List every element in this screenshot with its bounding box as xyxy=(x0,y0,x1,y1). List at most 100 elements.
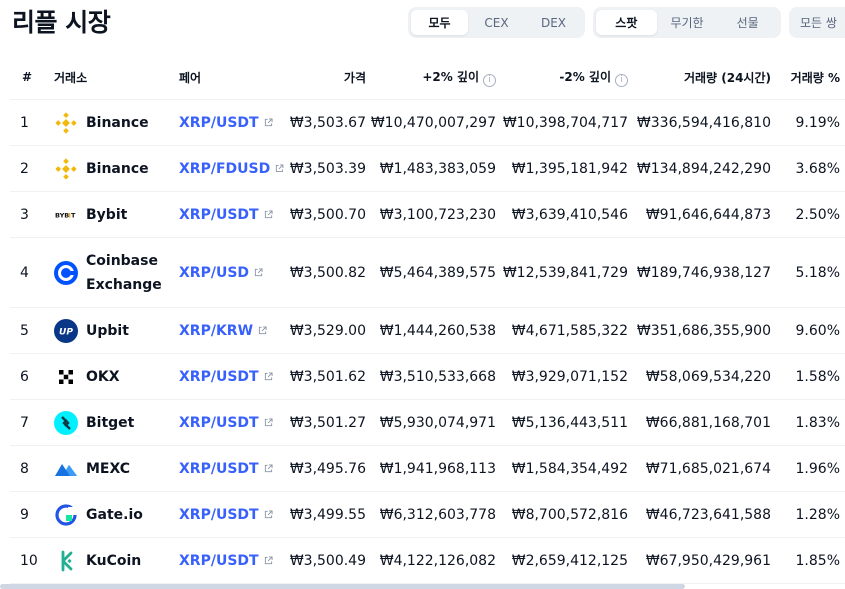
header-volume-pct[interactable]: 거래량 % xyxy=(790,70,840,85)
header-rank[interactable]: # xyxy=(22,70,33,84)
horizontal-scrollbar[interactable] xyxy=(0,584,685,589)
external-link-icon[interactable] xyxy=(264,418,273,427)
row-volume: ₩91,646,644,873 xyxy=(645,206,771,223)
external-link-icon[interactable] xyxy=(264,210,273,219)
row-exchange[interactable]: Gate.io xyxy=(50,503,178,527)
row-depth-minus: ₩1,584,354,492 xyxy=(511,460,628,477)
row-volume: ₩336,594,416,810 xyxy=(636,114,771,131)
row-rank: 1 xyxy=(20,114,29,131)
row-exchange[interactable]: Binance xyxy=(50,111,178,135)
row-exchange[interactable]: BYB I T Bybit xyxy=(50,203,178,227)
table-row[interactable]: 9 Gate.io XRP/USDT ₩3,499.55 ₩6,312,603,778 ₩… xyxy=(10,492,845,538)
pair-link[interactable]: XRP/FDUSD xyxy=(179,160,271,177)
row-depth-minus: ₩3,639,410,546 xyxy=(511,206,628,223)
coinbase-logo-icon xyxy=(54,260,78,285)
exchange-name[interactable]: Bitget xyxy=(86,414,135,431)
exchange-name[interactable]: Binance xyxy=(86,114,149,131)
row-exchange[interactable]: Binance xyxy=(50,157,178,181)
pair-link[interactable]: XRP/USDT xyxy=(179,206,259,223)
filter-all[interactable]: 모두 xyxy=(411,10,468,35)
external-link-icon[interactable] xyxy=(254,268,263,277)
row-volume-pct: 1.58% xyxy=(795,368,840,385)
info-icon[interactable]: i xyxy=(615,73,628,87)
exchange-name[interactable]: Bybit xyxy=(86,206,128,223)
filter-perpetual[interactable]: 무기한 xyxy=(670,16,704,30)
header-price[interactable]: 가격 xyxy=(343,70,366,85)
filter-dex[interactable]: DEX xyxy=(540,15,567,30)
row-price: ₩3,495.76 xyxy=(289,460,366,477)
header-depth-minus[interactable]: -2% 깊이 i xyxy=(496,68,628,87)
row-pair[interactable]: XRP/USDT xyxy=(178,207,284,223)
row-pair[interactable]: XRP/USDT xyxy=(178,369,284,385)
row-pair[interactable]: XRP/USDT xyxy=(178,115,284,131)
row-pair[interactable]: XRP/FDUSD xyxy=(178,161,284,177)
external-link-icon[interactable] xyxy=(264,556,273,565)
exchange-name[interactable]: Binance xyxy=(86,160,149,177)
row-volume: ₩58,069,534,220 xyxy=(645,368,771,385)
row-pair[interactable]: XRP/USDT xyxy=(178,507,284,523)
row-exchange[interactable]: Coinbase Exchange xyxy=(50,249,178,297)
row-exchange[interactable]: Bitget xyxy=(50,410,178,435)
table-row[interactable]: 3 BYB I T Bybit XRP/USDT ₩3,500.70 ₩3,100,723,2… xyxy=(10,192,845,238)
exchange-name[interactable]: Upbit xyxy=(86,322,129,339)
filter-all-pairs[interactable]: 모든 쌍 xyxy=(800,16,837,30)
exchange-name[interactable]: OKX xyxy=(86,368,120,385)
row-depth-minus: ₩4,671,585,322 xyxy=(511,322,628,339)
kucoin-logo-icon xyxy=(54,549,78,573)
header-pair[interactable]: 페어 xyxy=(179,70,202,85)
row-pair[interactable]: XRP/USD xyxy=(178,265,284,281)
table-row[interactable]: 4 Coinbase Exchange XRP/USD ₩3,500.82 ₩5,464… xyxy=(10,238,845,308)
filter-cex[interactable]: CEX xyxy=(484,15,509,30)
table-row[interactable]: 1 Binance XRP/USDT ₩3,503.67 ₩10,470,007,297… xyxy=(10,100,845,146)
exchange-name[interactable]: MEXC xyxy=(86,460,131,477)
external-link-icon[interactable] xyxy=(264,510,273,519)
external-link-icon[interactable] xyxy=(264,372,273,381)
header-depth-plus[interactable]: +2% 깊이 i xyxy=(366,68,496,87)
row-volume-pct: 1.28% xyxy=(795,506,840,523)
row-pair[interactable]: XRP/USDT xyxy=(178,461,284,477)
table-row[interactable]: 10 KuCoin XRP/USDT ₩3,500.49 ₩4,122,126,082 ₩… xyxy=(10,538,845,584)
row-volume-pct: 3.68% xyxy=(795,160,840,177)
pair-link[interactable]: XRP/USDT xyxy=(179,114,259,131)
row-exchange[interactable]: UP Upbit xyxy=(50,318,178,343)
filter-spot[interactable]: 스팟 xyxy=(596,10,657,35)
row-pair[interactable]: XRP/USDT xyxy=(178,553,284,569)
row-rank: 5 xyxy=(20,322,29,339)
row-rank: 8 xyxy=(20,460,29,477)
filter-futures[interactable]: 선물 xyxy=(736,16,759,30)
gateio-logo-icon xyxy=(54,503,78,527)
pair-link[interactable]: XRP/USDT xyxy=(179,506,259,523)
info-icon[interactable]: i xyxy=(483,73,496,87)
pair-link[interactable]: XRP/USDT xyxy=(179,460,259,477)
pair-link[interactable]: XRP/USDT xyxy=(179,552,259,569)
external-link-icon[interactable] xyxy=(264,118,273,127)
external-link-icon[interactable] xyxy=(275,164,284,173)
external-link-icon[interactable] xyxy=(264,464,273,473)
row-exchange[interactable]: OKX xyxy=(50,365,178,389)
row-pair[interactable]: XRP/USDT xyxy=(178,415,284,431)
external-link-icon[interactable] xyxy=(258,326,267,335)
pair-link[interactable]: XRP/USDT xyxy=(179,368,259,385)
header-volume[interactable]: 거래량 (24시간) xyxy=(683,70,771,85)
table-row[interactable]: 7 Bitget XRP/USDT ₩3,501.27 ₩5,930,074,971 ₩5… xyxy=(10,400,845,446)
row-depth-plus: ₩4,122,126,082 xyxy=(379,552,496,569)
table-row[interactable]: 6 OKX XRP/USDT ₩3,501.62 ₩3,510,533,668 ₩3,92… xyxy=(10,354,845,400)
exchange-name[interactable]: Coinbase Exchange xyxy=(86,252,162,293)
table-row[interactable]: 2 Binance XRP/FDUSD ₩3,503.39 ₩1,483,383,059… xyxy=(10,146,845,192)
exchange-name[interactable]: Gate.io xyxy=(86,506,143,523)
exchange-name[interactable]: KuCoin xyxy=(86,552,142,569)
row-exchange[interactable]: KuCoin xyxy=(50,549,178,573)
svg-text:I: I xyxy=(69,211,71,219)
row-depth-minus: ₩5,136,443,511 xyxy=(511,414,628,431)
row-depth-minus: ₩3,929,071,152 xyxy=(511,368,628,385)
table-row[interactable]: 8 MEXC XRP/USDT ₩3,495.76 ₩1,941,968,113 ₩1,5… xyxy=(10,446,845,492)
pair-link[interactable]: XRP/USD xyxy=(179,264,250,281)
row-pair[interactable]: XRP/KRW xyxy=(178,323,284,339)
pair-link[interactable]: XRP/USDT xyxy=(179,414,259,431)
row-exchange[interactable]: MEXC xyxy=(50,457,178,481)
header-exchange[interactable]: 거래소 xyxy=(54,70,88,85)
table-row[interactable]: 5 UP Upbit XRP/KRW ₩3,529.00 ₩1,444,260,538 ₩4… xyxy=(10,308,845,354)
row-rank: 4 xyxy=(20,264,29,281)
pair-link[interactable]: XRP/KRW xyxy=(179,322,254,339)
